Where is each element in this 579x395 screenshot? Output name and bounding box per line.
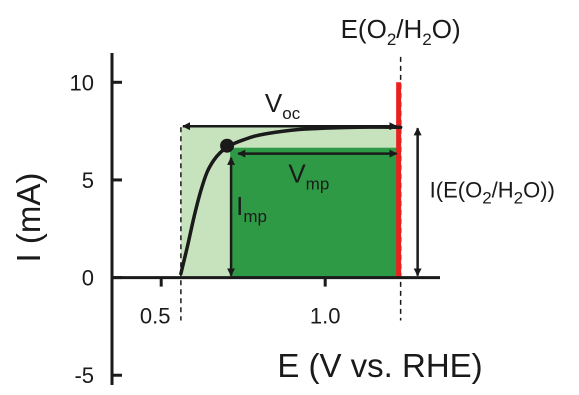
imp-label: Imp <box>236 191 267 226</box>
y-tick-label: -5 <box>74 363 94 388</box>
y-axis-title: I (mA) <box>10 173 47 263</box>
y-tick-label: 5 <box>82 168 94 193</box>
x-tick-label: 0.5 <box>140 304 171 329</box>
y-tick-label: 10 <box>70 70 94 95</box>
x-axis-title: E (V vs. RHE) <box>277 347 482 384</box>
voc-label: Voc <box>265 88 301 123</box>
x-tick-label: 1.0 <box>310 304 341 329</box>
max-power-region <box>230 147 401 278</box>
y-tick-label: 0 <box>82 266 94 291</box>
max-power-point <box>220 138 235 153</box>
x-ticks: 0.5 1.0 <box>140 277 341 329</box>
vmp-label: Vmp <box>288 159 329 194</box>
reference-potential-label: E(O2/H2O) <box>341 14 461 49</box>
y-ticks: -5 0 5 10 <box>70 70 122 388</box>
reference-current-label: I(E(O2/H2O)) <box>430 178 555 208</box>
